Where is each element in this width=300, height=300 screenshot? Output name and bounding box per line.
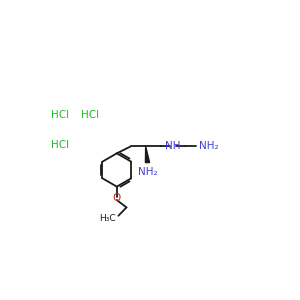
Text: H₃C: H₃C: [100, 214, 116, 223]
Polygon shape: [146, 146, 150, 163]
Text: HCl: HCl: [81, 110, 99, 119]
Text: O: O: [113, 193, 121, 203]
Text: HCl: HCl: [51, 140, 69, 150]
Text: NH: NH: [165, 141, 180, 152]
Text: HCl: HCl: [51, 110, 69, 119]
Text: NH₂: NH₂: [138, 167, 157, 177]
Text: NH₂: NH₂: [199, 141, 218, 152]
